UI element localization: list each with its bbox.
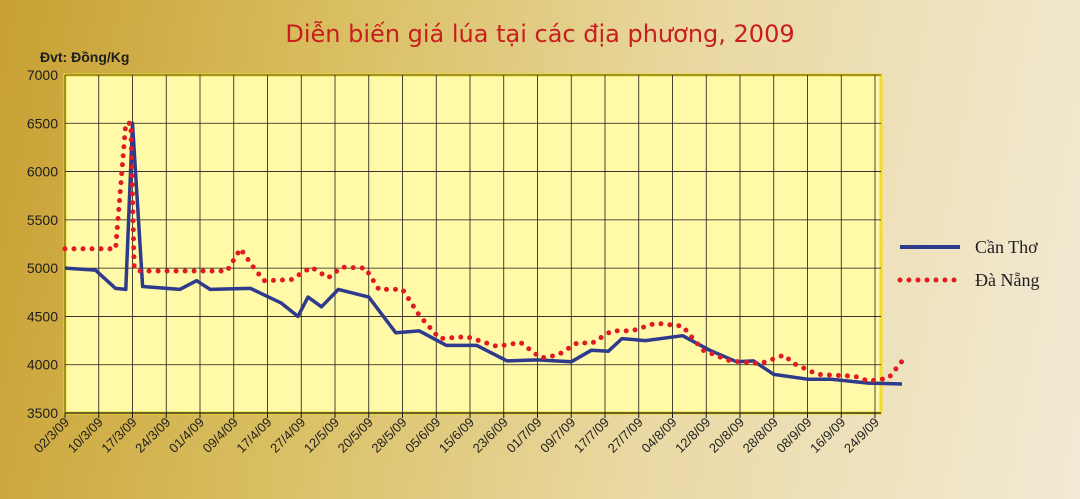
x-tick-label: 23/6/09 bbox=[470, 415, 511, 456]
x-tick-label: 08/9/09 bbox=[773, 415, 814, 456]
legend-label: Đà Nẵng bbox=[975, 270, 1039, 290]
legend: Cần Thơ Đà Nẵng bbox=[897, 237, 1039, 290]
y-tick-label: 4000 bbox=[27, 357, 58, 373]
y-tick-label: 3500 bbox=[27, 405, 58, 421]
x-tick-label: 09/4/09 bbox=[200, 415, 241, 456]
y-axis-ticks: 3500 4000 4500 5000 5500 6000 6500 7000 bbox=[27, 67, 58, 421]
legend-label: Cần Thơ bbox=[975, 237, 1038, 257]
x-tick-label: 10/3/09 bbox=[65, 415, 106, 456]
x-tick-label: 28/8/09 bbox=[740, 415, 781, 456]
x-tick-label: 27/4/09 bbox=[267, 415, 308, 456]
y-axis-label: Đvt: Đồng/Kg bbox=[40, 49, 129, 65]
x-tick-label: 24/9/09 bbox=[841, 415, 882, 456]
x-tick-label: 28/5/09 bbox=[368, 415, 409, 456]
x-tick-label: 20/8/09 bbox=[706, 415, 747, 456]
y-tick-label: 4500 bbox=[27, 308, 58, 324]
x-tick-label: 16/9/09 bbox=[807, 415, 848, 456]
x-tick-label: 04/8/09 bbox=[638, 415, 679, 456]
y-tick-label: 5500 bbox=[27, 212, 58, 228]
series-line-da-nang bbox=[62, 120, 908, 384]
x-tick-label: 17/3/09 bbox=[98, 415, 139, 456]
x-tick-label: 01/7/09 bbox=[503, 415, 544, 456]
x-tick-label: 12/8/09 bbox=[672, 415, 713, 456]
x-tick-label: 27/7/09 bbox=[605, 415, 646, 456]
x-tick-label: 12/5/09 bbox=[301, 415, 342, 456]
y-tick-label: 7000 bbox=[27, 67, 58, 83]
plot-area bbox=[63, 73, 883, 415]
x-tick-label: 01/4/09 bbox=[166, 415, 207, 456]
x-tick-label: 05/6/09 bbox=[402, 415, 443, 456]
x-tick-label: 09/7/09 bbox=[537, 415, 578, 456]
series-lines bbox=[62, 120, 908, 386]
y-tick-label: 6000 bbox=[27, 164, 58, 180]
x-tick-label: 15/6/09 bbox=[436, 415, 477, 456]
x-tick-label: 24/3/09 bbox=[132, 415, 173, 456]
chart-title: Diễn biến giá lúa tại các địa phương, 20… bbox=[285, 19, 794, 48]
x-tick-label: 20/5/09 bbox=[335, 415, 376, 456]
x-axis: 02/3/0910/3/0917/3/0924/3/0901/4/0909/4/… bbox=[31, 412, 882, 456]
x-tick-label: 17/7/09 bbox=[571, 415, 612, 456]
y-tick-label: 5000 bbox=[27, 260, 58, 276]
x-tick-label: 17/4/09 bbox=[233, 415, 274, 456]
y-tick-label: 6500 bbox=[27, 115, 58, 131]
